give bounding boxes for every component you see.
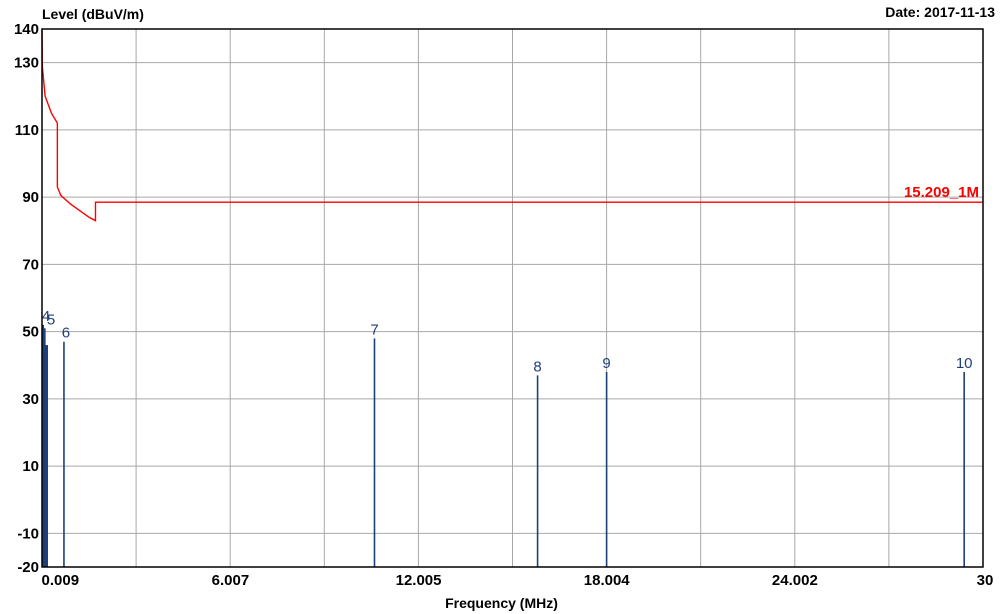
markers-group: 456 7 8 9 10 bbox=[42, 308, 973, 567]
date-prefix: Date: bbox=[885, 4, 921, 20]
marker-label-10: 10 bbox=[956, 355, 973, 372]
y-axis-label: Level (dBuV/m) bbox=[42, 6, 144, 22]
y-tick-label: 50 bbox=[22, 324, 39, 341]
y-tick-label: 70 bbox=[22, 256, 39, 273]
marker-label-6: 6 bbox=[62, 325, 70, 342]
marker-label-8: 8 bbox=[533, 358, 541, 375]
x-tick-label: 12.005 bbox=[396, 572, 442, 589]
y-tick-label: 30 bbox=[22, 391, 39, 408]
y-tick-label: -10 bbox=[17, 525, 39, 542]
date-label: Date: 2017-11-13 bbox=[885, 4, 995, 20]
x-tick-label: 24.002 bbox=[772, 572, 818, 589]
x-axis-label: Frequency (MHz) bbox=[445, 595, 558, 611]
x-tick-label: 6.007 bbox=[212, 572, 250, 589]
grid bbox=[42, 29, 983, 567]
limit-line-label: 15.209_1M bbox=[904, 184, 979, 201]
limit-line-group: 15.209_1M bbox=[41, 28, 983, 222]
y-tick-label: 110 bbox=[15, 122, 39, 139]
marker-label-9: 9 bbox=[602, 355, 610, 372]
marker-label-4: 4 bbox=[42, 308, 50, 325]
y-tick-label: 10 bbox=[22, 458, 39, 475]
x-tick-label: 30 bbox=[977, 572, 994, 589]
x-tick-label: 0.009 bbox=[42, 572, 80, 589]
marker-label-5: 5 bbox=[47, 311, 55, 328]
tick-labels: -20 -10 10 30 50 70 90 110 130 140 0.009 6.007 12.00… bbox=[14, 21, 993, 589]
plot-frame bbox=[41, 28, 984, 568]
y-tick-label: -20 bbox=[17, 559, 39, 576]
y-tick-label: 90 bbox=[22, 189, 39, 206]
y-tick-label: 140 bbox=[14, 21, 39, 38]
x-tick-label: 18.004 bbox=[584, 572, 631, 589]
limit-line bbox=[41, 28, 983, 222]
marker-label-7: 7 bbox=[370, 321, 378, 338]
date-value: 2017-11-13 bbox=[924, 4, 995, 20]
y-tick-label: 130 bbox=[14, 55, 39, 72]
